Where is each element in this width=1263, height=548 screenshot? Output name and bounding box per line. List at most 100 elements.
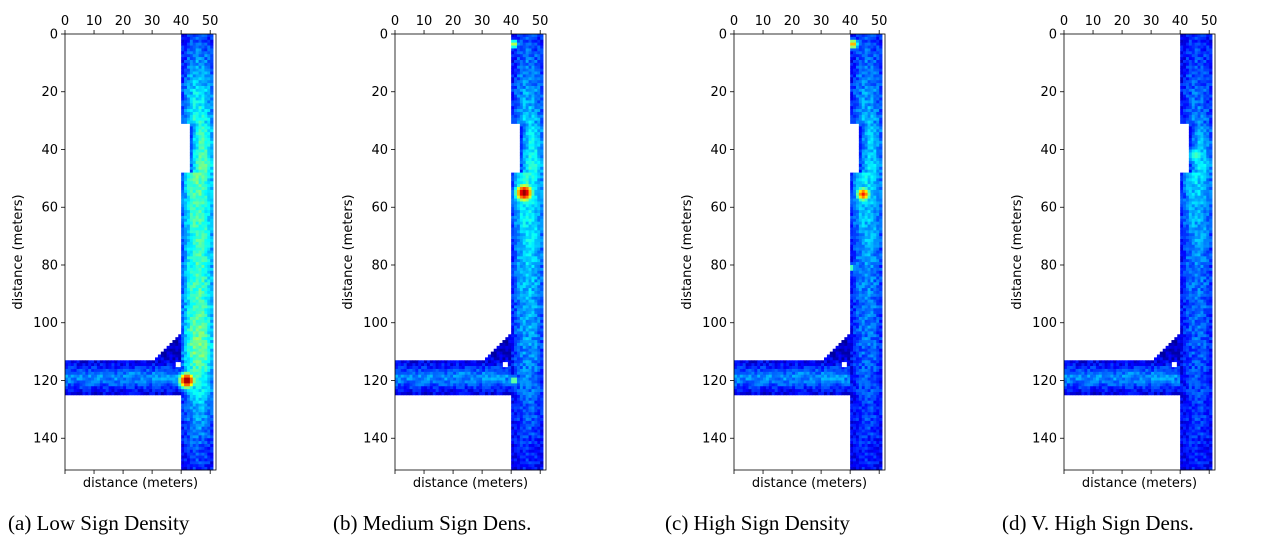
heatmap-cell (424, 371, 428, 376)
heatmap-cell (192, 449, 197, 454)
heatmap-cell (531, 166, 535, 171)
heatmap-cell (207, 366, 211, 370)
heatmap-cell (537, 397, 541, 402)
heatmap-cell (858, 158, 863, 162)
heatmap-cell (864, 74, 868, 78)
heatmap-cell (149, 389, 153, 393)
heatmap-cell (516, 68, 521, 72)
heatmap-cell (204, 418, 208, 422)
heatmap-cell (192, 45, 197, 49)
heatmap-cell (181, 290, 185, 295)
heatmap-cell (485, 377, 489, 381)
heatmap-cell (189, 129, 194, 133)
heatmap-cell (207, 334, 211, 338)
heatmap-cell (192, 57, 197, 61)
heatmap-cell (207, 158, 211, 162)
heatmap-cell (204, 444, 208, 448)
heatmap-cell (184, 270, 188, 275)
heatmap-cell (195, 91, 199, 95)
heatmap-cell (528, 239, 532, 243)
heatmap-cell (418, 374, 422, 378)
heatmap-cell (157, 371, 162, 376)
heatmap-cell (210, 415, 214, 419)
heatmap-cell (522, 77, 527, 81)
heatmap-cell (157, 377, 162, 381)
heatmap-cell (192, 68, 197, 72)
heatmap-cell (467, 392, 471, 396)
heatmap-cell (511, 363, 515, 367)
heatmap-cell (198, 54, 202, 58)
heatmap-cell (201, 279, 205, 283)
heatmap-cell (152, 360, 156, 364)
heatmap-cell (873, 184, 877, 188)
heatmap-cell (870, 111, 874, 116)
heatmap-cell (189, 71, 194, 75)
heatmap-cell (537, 400, 541, 404)
heatmap-cell (181, 184, 185, 188)
heatmap-cell (152, 377, 156, 381)
heatmap-cell (540, 259, 544, 263)
heatmap-cell (184, 262, 188, 266)
heatmap-cell (184, 57, 188, 61)
heatmap-cell (870, 175, 874, 179)
heatmap-cell (534, 215, 538, 220)
heatmap-cell (186, 418, 191, 422)
heatmap-cell (184, 213, 188, 217)
heatmap-cell (505, 389, 509, 393)
heatmap-cell (125, 366, 130, 370)
heatmap-cell (525, 348, 529, 352)
heatmap-cell (184, 103, 188, 107)
heatmap-cell (207, 380, 211, 384)
heatmap-cell (864, 181, 868, 185)
heatmap-cell (519, 342, 524, 347)
heatmap-cell (525, 302, 529, 306)
heatmap-cell (516, 316, 521, 321)
panel-caption: (a) Low Sign Density (8, 511, 190, 535)
heatmap-cell (525, 467, 529, 471)
heatmap-cell (519, 403, 524, 407)
heatmap-cell (79, 377, 83, 381)
heatmap-cell (204, 363, 208, 367)
heatmap-cell (201, 80, 205, 84)
heatmap-cell (192, 140, 197, 145)
heatmap-cell (522, 435, 527, 439)
heatmap-cell (511, 435, 515, 439)
heatmap-cell (531, 438, 535, 442)
heatmap-cell (163, 374, 167, 378)
heatmap-cell (198, 224, 202, 228)
heatmap-cell (181, 201, 185, 205)
heatmap-cell (412, 383, 416, 387)
heatmap-cell (864, 109, 868, 113)
heatmap-cell (540, 117, 544, 121)
heatmap-cell (186, 195, 191, 199)
heatmap-cell (525, 146, 529, 150)
heatmap-cell (163, 368, 167, 373)
heatmap-cell (850, 117, 854, 121)
heatmap-cell (540, 71, 544, 75)
heatmap-cell (511, 423, 515, 428)
heatmap-cell (175, 360, 179, 364)
heatmap-cell (534, 187, 538, 191)
heatmap-cell (403, 368, 407, 373)
heatmap-cell (210, 71, 214, 75)
heatmap-cell (207, 282, 211, 286)
heatmap-cell (207, 195, 211, 199)
heatmap-cell (511, 314, 515, 318)
heatmap-cell (184, 184, 188, 188)
heatmap-cell (514, 363, 518, 367)
heatmap-cell (531, 85, 535, 90)
heatmap-cell (864, 175, 868, 179)
heatmap-cell (210, 311, 214, 315)
heatmap-cell (207, 181, 211, 185)
heatmap-cell (201, 305, 205, 309)
heatmap-cell (516, 337, 521, 341)
heatmap-cell (189, 210, 194, 214)
heatmap-cell (864, 123, 868, 127)
heatmap-cell (528, 187, 532, 191)
heatmap-cell (444, 368, 448, 373)
heatmap-cell (873, 166, 877, 171)
heatmap-cell (879, 77, 883, 81)
heatmap-cell (516, 83, 521, 87)
heatmap-cell (867, 152, 871, 156)
heatmap-cell (181, 88, 185, 93)
